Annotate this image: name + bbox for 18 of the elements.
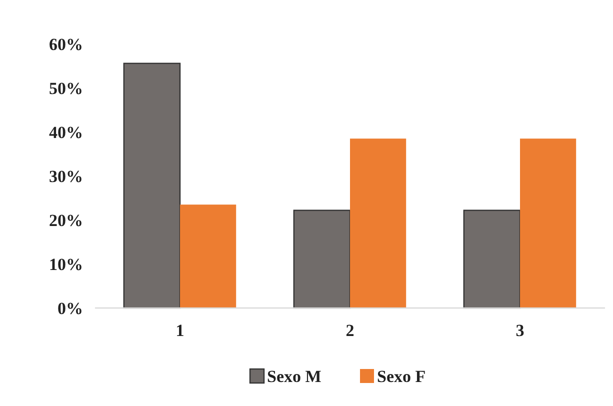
- legend-label: Sexo M: [267, 366, 322, 386]
- y-tick-label: 0%: [58, 298, 83, 318]
- y-tick-label: 60%: [49, 34, 83, 54]
- bar: [123, 62, 181, 309]
- bar: [520, 138, 576, 308]
- x-tick-label: 1: [176, 321, 184, 340]
- bar: [463, 210, 521, 309]
- bar: [293, 210, 351, 309]
- bar: [180, 204, 236, 308]
- legend-label: Sexo F: [377, 366, 426, 386]
- y-tick-label: 40%: [49, 122, 83, 142]
- y-tick-label: 20%: [49, 210, 83, 230]
- x-tick-label: 3: [516, 321, 524, 340]
- y-tick-label: 30%: [49, 166, 83, 186]
- x-tick-label: 2: [346, 321, 354, 340]
- bar: [350, 138, 406, 308]
- y-tick-label: 50%: [49, 78, 83, 98]
- y-tick-label: 10%: [49, 254, 83, 274]
